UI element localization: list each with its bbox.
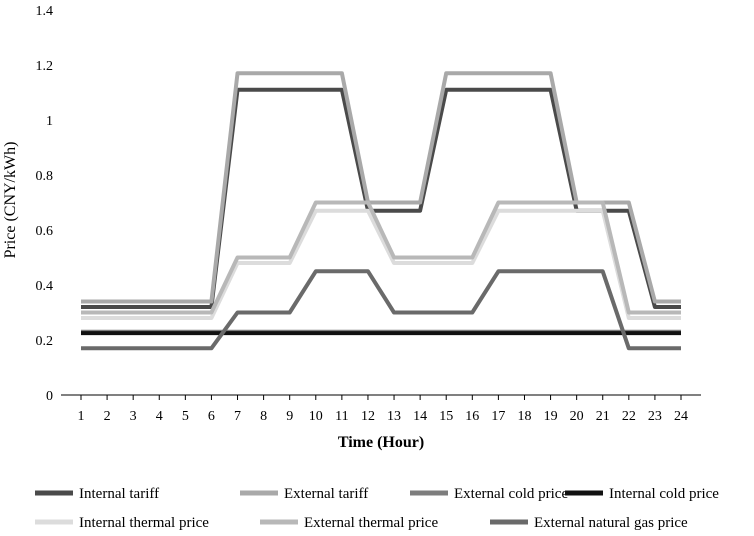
x-tick-label: 20 [570, 409, 584, 424]
y-tick-label: 1 [46, 114, 53, 129]
series-line-1 [81, 87, 681, 309]
x-tick-label: 8 [260, 409, 267, 424]
series-line-5 [81, 208, 681, 320]
legend-label: External natural gas price [534, 515, 688, 531]
y-tick-label: 0.2 [36, 334, 54, 349]
legend-label: Internal tariff [79, 486, 159, 502]
x-tick-label: 10 [309, 409, 323, 424]
y-tick-label: 0 [46, 389, 53, 404]
y-tick-label: 1.4 [36, 4, 54, 19]
x-tick-label: 13 [387, 409, 401, 424]
x-tick-label: 23 [648, 409, 662, 424]
x-tick-label: 9 [286, 409, 293, 424]
x-tick-label: 15 [439, 409, 453, 424]
y-axis-title: Price (CNY/kWh) [2, 142, 19, 259]
x-tick-label: 12 [361, 409, 375, 424]
x-tick-label: 14 [413, 409, 427, 424]
y-axis-ticks: 0 0.2 0.4 0.6 0.8 1 1.2 1.4 [36, 4, 54, 404]
x-tick-label: 4 [156, 409, 163, 424]
series-line-2 [81, 71, 681, 304]
x-tick-label: 16 [465, 409, 479, 424]
x-tick-label: 18 [517, 409, 531, 424]
x-tick-label: 11 [335, 409, 348, 424]
legend-label: External thermal price [304, 515, 438, 531]
legend-label: Internal thermal price [79, 515, 209, 531]
series-lines [81, 71, 681, 351]
legend: Internal tariff External tariff External c… [35, 486, 719, 531]
x-axis-ticks: 1 2 3 4 5 6 7 8 9 10 11 12 13 14 15 16 17 18 19 20 21 22 23 24 [78, 395, 688, 424]
x-tick-label: 7 [234, 409, 241, 424]
series-line-7 [81, 269, 681, 351]
y-tick-label: 0.8 [36, 169, 54, 184]
x-tick-label: 22 [622, 409, 636, 424]
x-tick-label: 6 [208, 409, 215, 424]
x-tick-label: 17 [491, 409, 505, 424]
legend-label: Internal cold price [609, 486, 719, 502]
x-tick-label: 21 [596, 409, 610, 424]
y-tick-label: 0.4 [36, 279, 54, 294]
legend-label: External cold price [454, 486, 568, 502]
series-line-6 [81, 200, 681, 315]
x-tick-label: 24 [674, 409, 688, 424]
x-tick-label: 19 [544, 409, 558, 424]
x-tick-label: 2 [104, 409, 111, 424]
x-tick-label: 5 [182, 409, 189, 424]
y-tick-label: 0.6 [36, 224, 54, 239]
y-tick-label: 1.2 [36, 59, 54, 74]
x-tick-label: 1 [78, 409, 85, 424]
x-axis-title: Time (Hour) [338, 434, 424, 451]
legend-label: External tariff [284, 486, 368, 502]
x-tick-label: 3 [130, 409, 137, 424]
